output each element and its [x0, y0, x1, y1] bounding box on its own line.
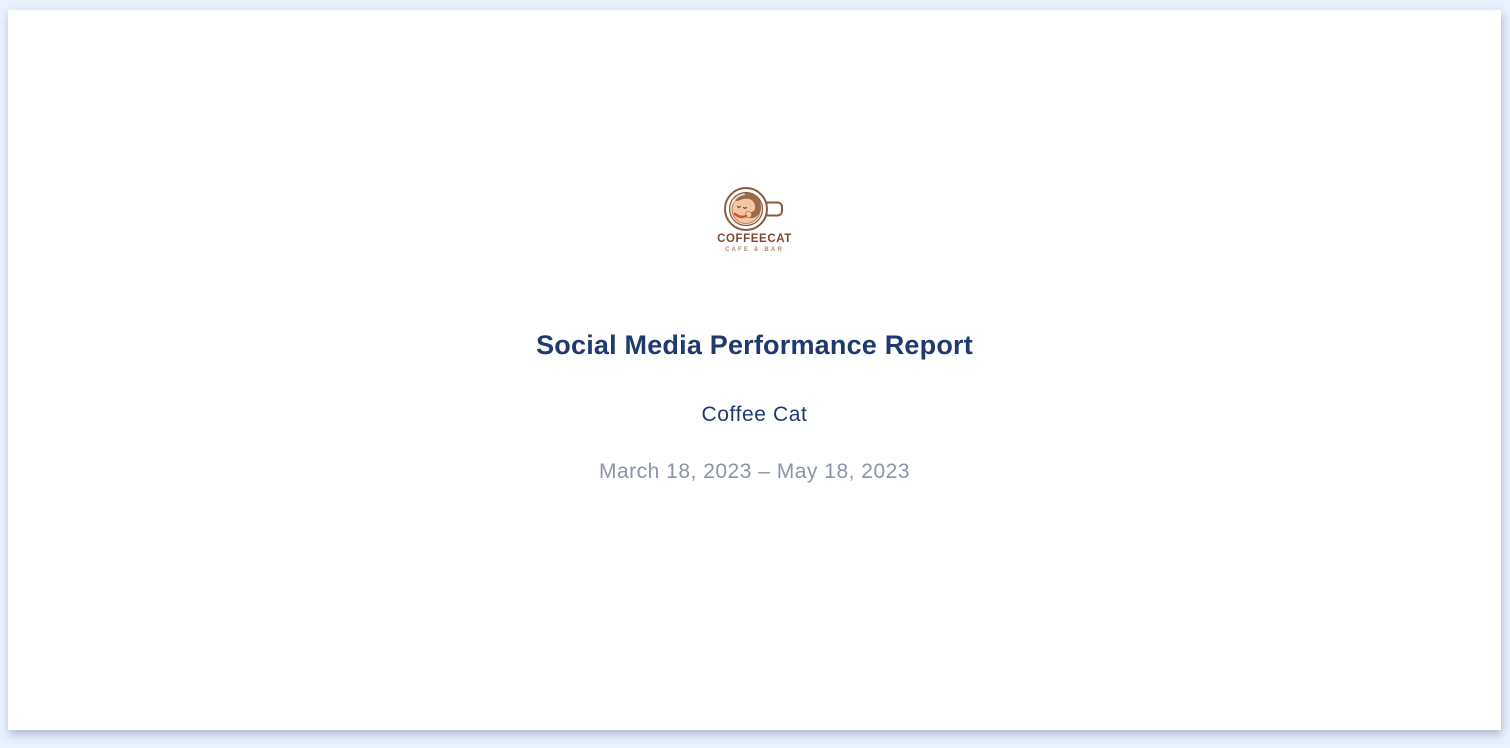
report-title: Social Media Performance Report [536, 330, 973, 360]
coffeecat-logo: COFFEECAT CAFE & BAR [717, 186, 792, 253]
logo-wordmark: COFFEECAT [717, 233, 792, 245]
company-name: Coffee Cat [701, 403, 808, 427]
logo-tagline: CAFE & BAR [724, 247, 784, 253]
report-cover-slide: COFFEECAT CAFE & BAR Social Media Perfor… [8, 10, 1501, 730]
date-range: March 18, 2023 – May 18, 2023 [598, 460, 911, 484]
coffee-cup-cat-icon [724, 187, 784, 231]
